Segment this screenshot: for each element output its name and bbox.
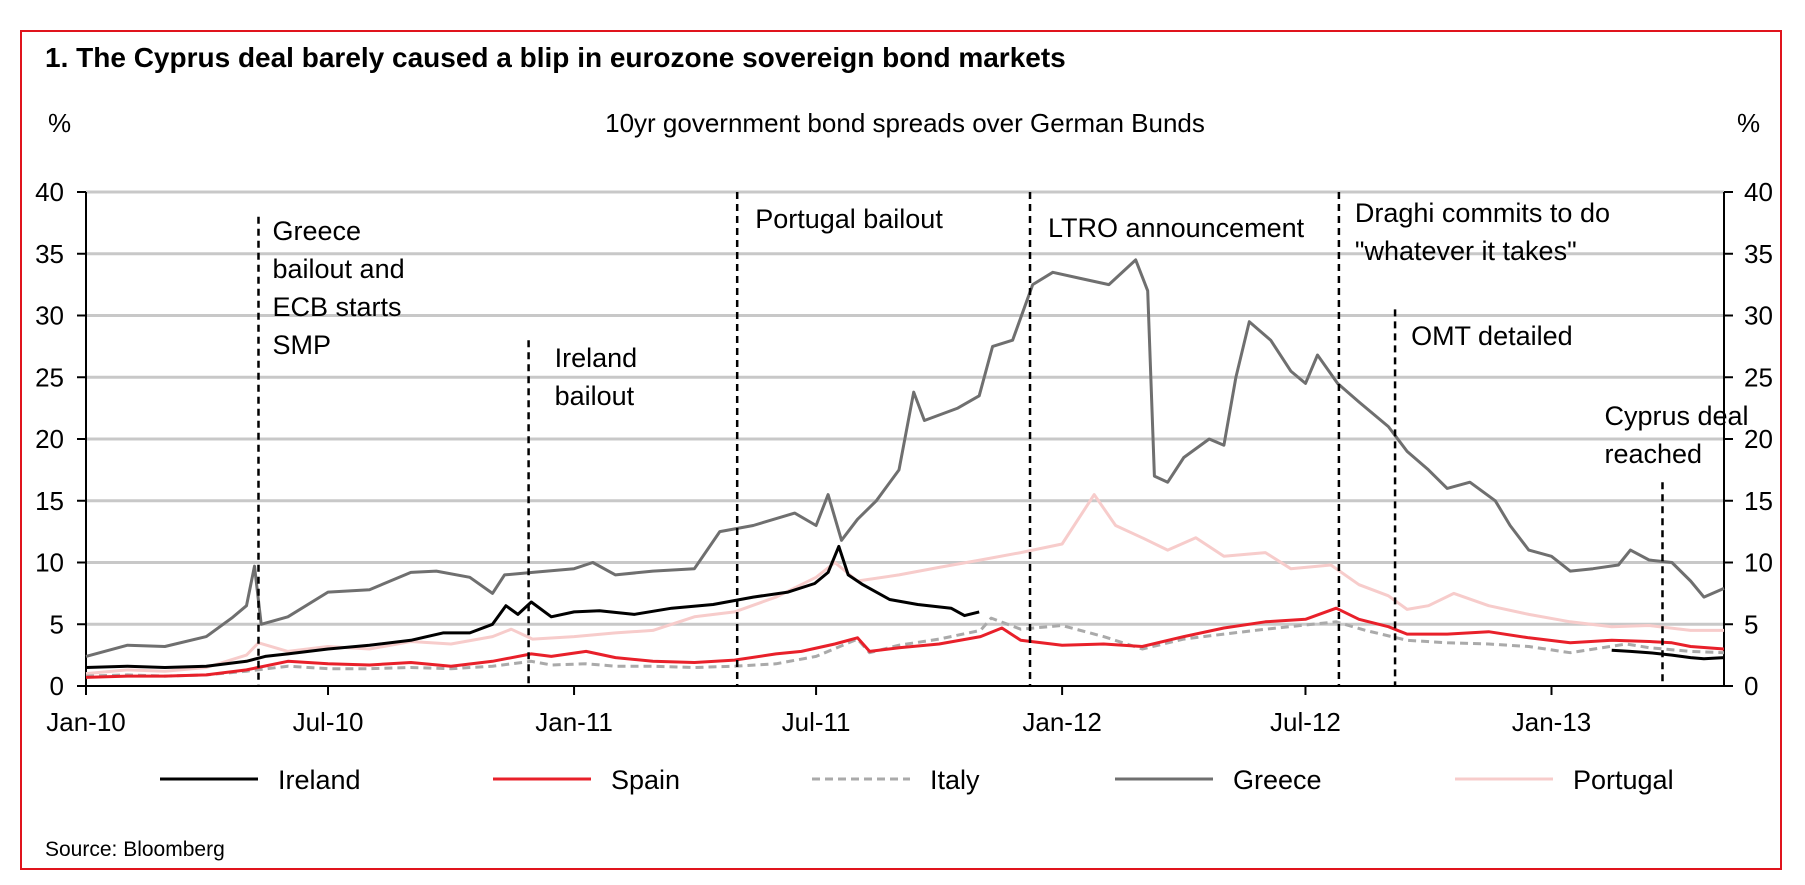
y-tick-label-left: 15: [35, 486, 64, 516]
event-label-line: bailout and: [272, 254, 404, 284]
y-tick-label-left: 0: [50, 671, 64, 701]
y-tick-label-left: 20: [35, 424, 64, 454]
y-tick-label-left: 40: [35, 177, 64, 207]
event-label-line: LTRO announcement: [1048, 213, 1305, 243]
event-label-line: "whatever it takes": [1355, 236, 1577, 266]
y-tick-label-left: 25: [35, 362, 64, 392]
event-label-line: Cyprus deal: [1604, 401, 1748, 431]
legend-label-portugal: Portugal: [1573, 765, 1674, 795]
axes: 0 0 5 5 10 10 15 15 20 20 25 25 30 30 35 35 40 40 Jan-10 Ju…: [35, 177, 1773, 737]
legend-label-spain: Spain: [611, 765, 680, 795]
x-tick-label: Jul-12: [1270, 707, 1341, 737]
event-label-line: Draghi commits to do: [1355, 198, 1610, 228]
event-label: Portugal bailout: [755, 204, 943, 234]
y-tick-label-left: 10: [35, 548, 64, 578]
x-tick-label: Jul-10: [293, 707, 364, 737]
series-line-greece: [85, 258, 1725, 658]
y-tick-label-right: 20: [1744, 424, 1773, 454]
y-tick-label-right: 35: [1744, 239, 1773, 269]
event-label-line: reached: [1604, 439, 1702, 469]
legend-label-greece: Greece: [1233, 765, 1322, 795]
event-annotations: Greece bailout and ECB starts SMP Ireland bai…: [257, 192, 1749, 686]
event-label-line: Ireland: [555, 343, 638, 373]
chart-subtitle: 10yr government bond spreads over German…: [605, 108, 1205, 138]
y-tick-label-right: 10: [1744, 548, 1773, 578]
series-lines: [85, 258, 1725, 679]
y-tick-label-right: 0: [1744, 671, 1758, 701]
event-label-line: SMP: [272, 330, 331, 360]
x-tick-label: Jul-11: [782, 707, 851, 737]
x-tick-label: Jan-11: [535, 707, 613, 737]
y-unit-left: %: [48, 108, 71, 138]
y-unit-right: %: [1737, 108, 1760, 138]
series-line-ireland: [1611, 648, 1725, 661]
y-tick-label-right: 30: [1744, 301, 1773, 331]
source-note: Source: Bloomberg: [45, 838, 225, 861]
event-label-line: Greece: [272, 216, 361, 246]
y-tick-label-right: 15: [1744, 486, 1773, 516]
x-tick-label: Jan-10: [46, 707, 126, 737]
event-label: OMT detailed: [1411, 321, 1573, 351]
event-label: Ireland bailout: [555, 343, 638, 411]
y-tick-label-left: 35: [35, 239, 64, 269]
event-label: LTRO announcement: [1048, 213, 1305, 243]
y-tick-label-right: 25: [1744, 362, 1773, 392]
series-line-spain: [85, 606, 1725, 679]
chart-frame: [20, 30, 1782, 870]
legend-label-ireland: Ireland: [278, 765, 361, 795]
series-line-ireland: [85, 544, 980, 669]
event-label-line: Portugal bailout: [755, 204, 943, 234]
x-tick-label: Jan-13: [1512, 707, 1592, 737]
event-label: Cyprus deal reached: [1604, 401, 1748, 469]
event-label: Greece bailout and ECB starts SMP: [272, 216, 404, 360]
event-label-line: OMT detailed: [1411, 321, 1573, 351]
event-label: Draghi commits to do "whatever it takes": [1355, 198, 1610, 266]
legend: Ireland Spain Italy Greece Portugal: [160, 765, 1674, 795]
event-label-line: bailout: [555, 381, 635, 411]
y-tick-label-right: 5: [1744, 609, 1758, 639]
y-tick-label-left: 5: [50, 609, 64, 639]
gridlines: [86, 190, 1724, 626]
chart-title: 1. The Cyprus deal barely caused a blip …: [45, 42, 1066, 73]
y-tick-label-left: 30: [35, 301, 64, 331]
legend-label-italy: Italy: [930, 765, 980, 795]
x-tick-label: Jan-12: [1022, 707, 1102, 737]
y-tick-label-right: 40: [1744, 177, 1773, 207]
event-label-line: ECB starts: [272, 292, 401, 322]
series-line-portugal: [85, 493, 1724, 676]
